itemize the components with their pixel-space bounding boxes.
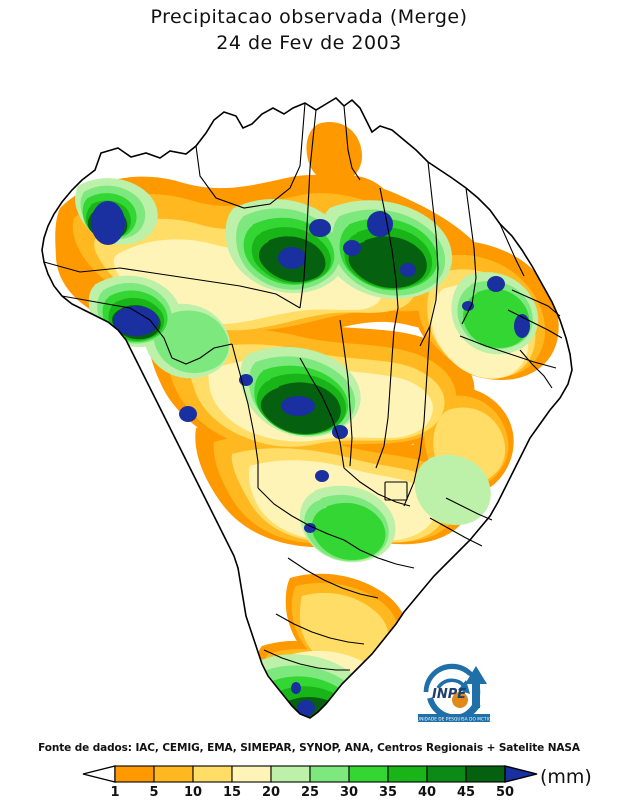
data-source-line: Fonte de dados: IAC, CEMIG, EMA, SIMEPAR…: [38, 742, 580, 754]
colorbar-swatches: [82, 765, 538, 783]
colorbar-tick-labels: 1 5 10 15 20 25 30 35 40 45 50: [110, 785, 514, 798]
page-title: Precipitacao observada (Merge) 24 de Fev…: [0, 4, 618, 56]
title-line-2: 24 de Fev de 2003: [216, 32, 402, 54]
colorbar-legend: 1 5 10 15 20 25 30 35 40 45 50: [0, 762, 618, 798]
state-borders: [43, 102, 563, 671]
colorbar-over-arrow: [504, 765, 538, 783]
colorbar-tick-30: 30: [340, 785, 358, 798]
colorbar-bin-2: [192, 765, 233, 783]
colorbar-tick-5: 5: [149, 785, 158, 798]
colorbar-tick-35: 35: [379, 785, 397, 798]
colorbar-tick-50: 50: [496, 785, 514, 798]
colorbar-tick-40: 40: [418, 785, 436, 798]
brazil-precipitation-map: [41, 96, 573, 719]
colorbar-bin-6: [348, 765, 389, 783]
precip-band-over-50: [91, 201, 530, 716]
colorbar-tick-10: 10: [184, 785, 202, 798]
colorbar-tick-20: 20: [262, 785, 280, 798]
colorbar-tick-25: 25: [301, 785, 319, 798]
colorbar-bin-8: [426, 765, 467, 783]
colorbar-bin-9: [465, 765, 506, 783]
colorbar-bin-3: [231, 765, 272, 783]
colorbar-tick-45: 45: [457, 785, 475, 798]
colorbar-bin-0: [114, 765, 155, 783]
colorbar-bin-4: [270, 765, 311, 783]
colorbar-bin-5: [309, 765, 350, 783]
inpe-logo: INPE UNIDADE DE PESQUISA DO MCTIC: [392, 652, 514, 726]
logo-wordmark: INPE: [432, 687, 466, 702]
map-canvas: [0, 58, 618, 738]
unit-label: (mm): [540, 766, 592, 788]
logo-tagline: UNIDADE DE PESQUISA DO MCTIC: [417, 717, 491, 722]
title-line-1: Precipitacao observada (Merge): [150, 6, 468, 28]
brazil-national-border: [41, 96, 573, 719]
colorbar-tick-1: 1: [110, 785, 119, 798]
colorbar-bin-1: [153, 765, 194, 783]
colorbar-under-arrow: [82, 765, 116, 783]
colorbar-tick-15: 15: [223, 785, 241, 798]
colorbar-bin-7: [387, 765, 428, 783]
precipitation-field: [42, 98, 572, 718]
